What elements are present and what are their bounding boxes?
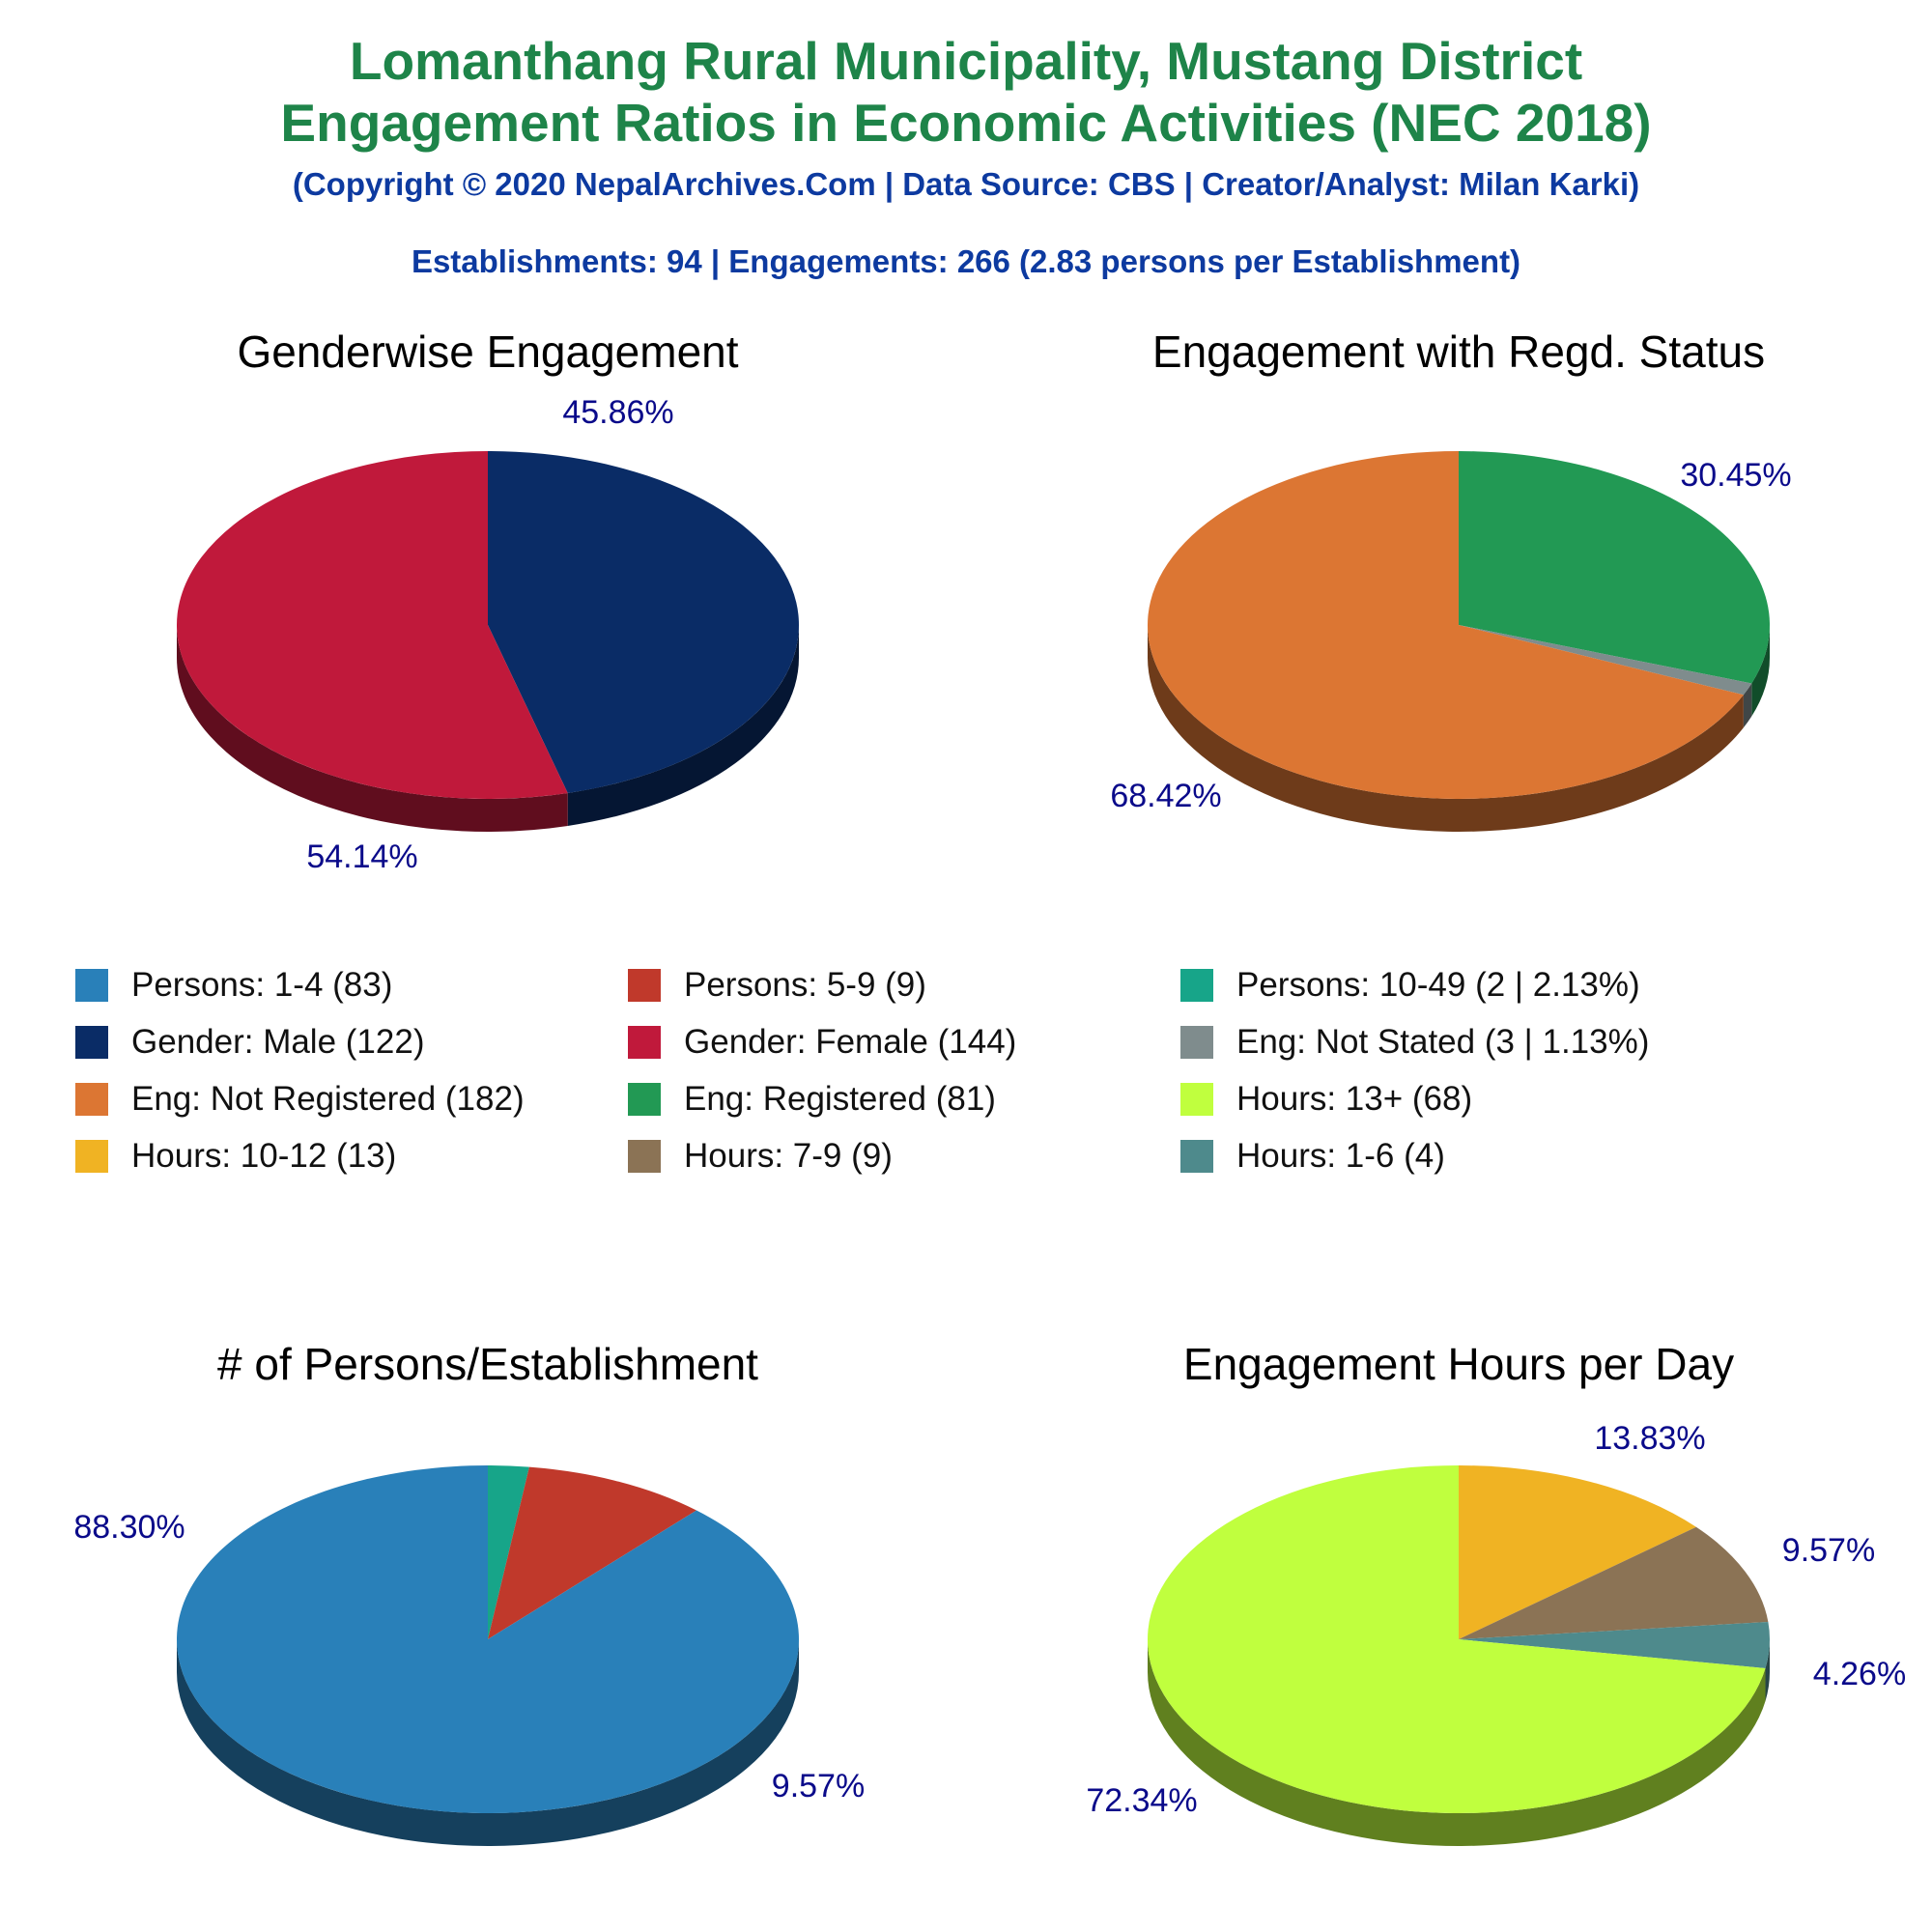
legend-swatch [1180, 1083, 1213, 1116]
pct-label-persons-1-4: 88.30% [73, 1509, 185, 1546]
legend-swatch [628, 969, 661, 1002]
pie-of-persons-establishment: # of Persons/Establishment 9.57% 88.30% [73, 1339, 865, 1846]
pie-side-gender-female [177, 625, 568, 833]
pie-side-persons-1-4 [177, 1639, 799, 1846]
summary-line: Establishments: 94 | Engagements: 266 (2… [411, 243, 1521, 279]
legend-label: Eng: Registered (81) [684, 1080, 996, 1118]
pie-slice-eng-not-registered [1148, 451, 1744, 800]
chart-title: Genderwise Engagement [237, 327, 738, 377]
legend-label: Persons: 1-4 (83) [131, 966, 393, 1004]
legend-item-eng-not-registered-182: Eng: Not Registered (182) [75, 1078, 525, 1121]
legend-label: Hours: 1-6 (4) [1236, 1137, 1445, 1175]
pct-label-hours-10-12: 13.83% [1594, 1420, 1705, 1457]
main-title-line-1: Lomanthang Rural Municipality, Mustang D… [349, 31, 1583, 91]
pie-slice-eng-registered [1459, 451, 1770, 684]
legend-swatch [628, 1083, 661, 1116]
main-title-line-2: Engagement Ratios in Economic Activities… [280, 93, 1652, 153]
pie-slice-persons-10-49 [488, 1465, 529, 1639]
pct-label-persons-5-9: 9.57% [772, 1768, 865, 1804]
pie-slice-eng-not-stated [1459, 625, 1752, 696]
pie-slice-gender-male [488, 451, 799, 793]
chart-title: Engagement with Regd. Status [1152, 327, 1765, 377]
legend-swatch [75, 1083, 108, 1116]
pie-engagement-hours-per-day: Engagement Hours per Day 13.83% 9.57% 4.26%… [1086, 1339, 1906, 1847]
pie-engagement-with-regd-status: Engagement with Regd. Status 30.45% 68.42% [1110, 327, 1792, 833]
legend-swatch [628, 1026, 661, 1059]
legend-swatch [75, 969, 108, 1002]
legend-label: Hours: 10-12 (13) [131, 1137, 397, 1175]
chart-title: # of Persons/Establishment [217, 1339, 758, 1389]
legend-item-hours-13-68: Hours: 13+ (68) [1180, 1078, 1472, 1121]
legend-swatch [75, 1026, 108, 1059]
legend-label: Eng: Not Stated (3 | 1.13%) [1236, 1023, 1650, 1061]
pct-label-gender-male: 45.86% [562, 394, 673, 431]
legend-item-hours-10-12-13: Hours: 10-12 (13) [75, 1135, 396, 1178]
legend-item-eng-not-stated-3-1-13: Eng: Not Stated (3 | 1.13%) [1180, 1021, 1649, 1064]
legend-label: Hours: 13+ (68) [1236, 1080, 1473, 1118]
legend-swatch [75, 1140, 108, 1173]
pie-side-eng-not-stated [1743, 683, 1752, 728]
pie-slice-hours-13 [1147, 1465, 1766, 1814]
legend-item-hours-7-9-9: Hours: 7-9 (9) [628, 1135, 893, 1178]
pct-label-eng-not-registered: 68.42% [1110, 778, 1221, 814]
pie-side-gender-male [567, 625, 799, 826]
pie-slice-persons-5-9 [488, 1466, 696, 1639]
pie-slice-persons-1-4 [177, 1465, 800, 1814]
pie-side-hours-13 [1148, 1639, 1766, 1847]
legend-label: Persons: 5-9 (9) [684, 966, 926, 1004]
legend-item-persons-10-49-2-2-13: Persons: 10-49 (2 | 2.13%) [1180, 964, 1640, 1007]
copyright-line: (Copyright © 2020 NepalArchives.Com | Da… [292, 166, 1640, 202]
pie-side-eng-registered [1751, 625, 1770, 717]
pct-label-eng-registered: 30.45% [1680, 457, 1791, 494]
pie-slice-hours-1-6 [1459, 1621, 1770, 1668]
pie-slice-gender-female [176, 451, 568, 800]
legend-label: Hours: 7-9 (9) [684, 1137, 893, 1175]
pie-side-eng-not-registered [1148, 625, 1744, 833]
legend-label: Persons: 10-49 (2 | 2.13%) [1236, 966, 1640, 1004]
legend-item-gender-male-122: Gender: Male (122) [75, 1021, 424, 1064]
pie-slice-hours-10-12 [1459, 1465, 1696, 1639]
pie-side-hours-1-6 [1765, 1639, 1770, 1701]
legend-label: Eng: Not Registered (182) [131, 1080, 525, 1118]
pct-label-hours-7-9: 9.57% [1782, 1532, 1875, 1569]
legend-label: Gender: Male (122) [131, 1023, 425, 1061]
legend-swatch [1180, 969, 1213, 1002]
legend-item-persons-5-9-9: Persons: 5-9 (9) [628, 964, 926, 1007]
legend-swatch [1180, 1140, 1213, 1173]
pie-genderwise-engagement: Genderwise Engagement 45.86% 54.14% [176, 327, 799, 875]
legend-swatch [1180, 1026, 1213, 1059]
chart-title: Engagement Hours per Day [1183, 1339, 1734, 1389]
legend-item-hours-1-6-4: Hours: 1-6 (4) [1180, 1135, 1445, 1178]
legend-label: Gender: Female (144) [684, 1023, 1017, 1061]
pct-label-gender-female: 54.14% [306, 838, 417, 875]
legend-item-eng-registered-81: Eng: Registered (81) [628, 1078, 996, 1121]
legend-item-persons-1-4-83: Persons: 1-4 (83) [75, 964, 392, 1007]
pie-slice-hours-7-9 [1459, 1526, 1769, 1639]
pct-label-hours-1-6: 4.26% [1813, 1656, 1906, 1692]
legend-swatch [628, 1140, 661, 1173]
pct-label-hours-13: 72.34% [1086, 1782, 1197, 1819]
legend-item-gender-female-144: Gender: Female (144) [628, 1021, 1016, 1064]
